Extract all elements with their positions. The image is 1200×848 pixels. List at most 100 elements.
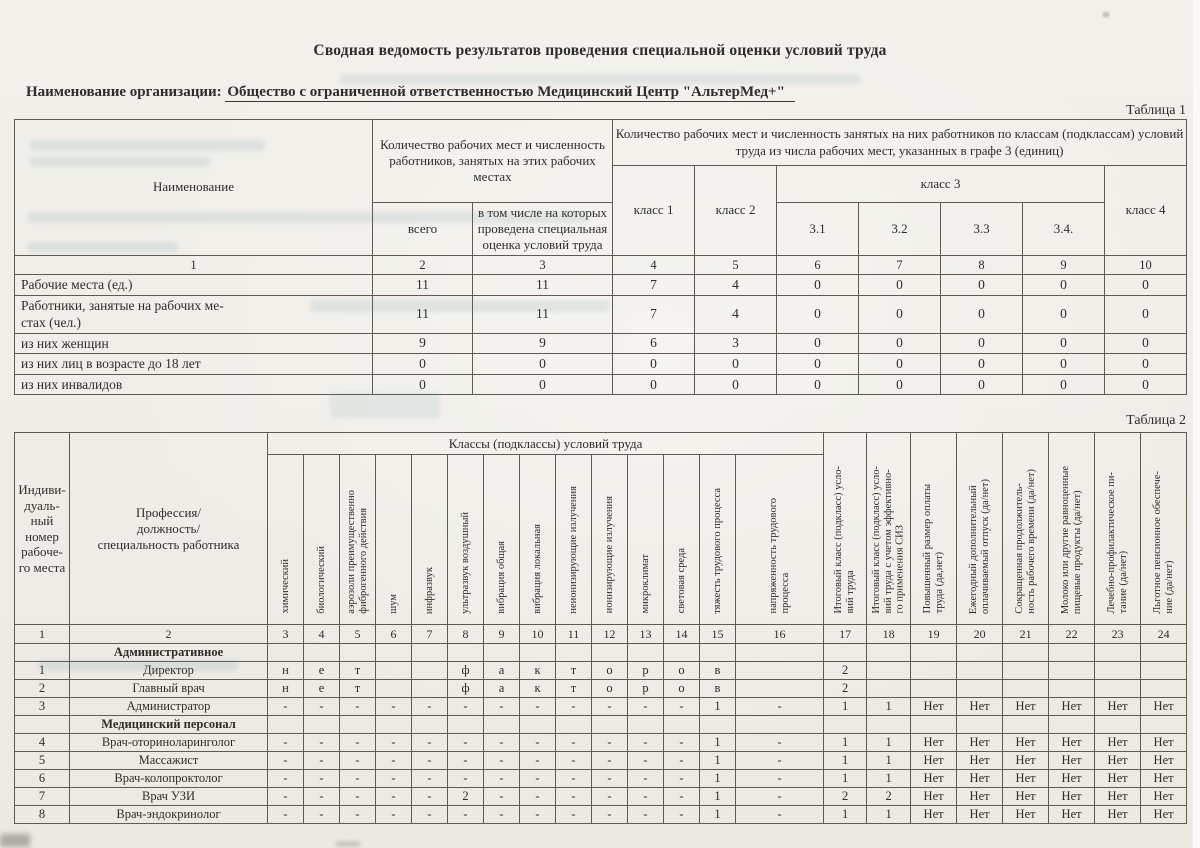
value-cell: 0 [1022, 332, 1106, 355]
factor-header-cell: неионизирующие излучения [555, 454, 592, 626]
value-cell: 1 [699, 697, 736, 717]
result-column-header-label: Молоко или другие равноценные пищевые пр… [1059, 465, 1083, 614]
value-cell [956, 661, 1004, 681]
value-cell: 9 [471, 332, 614, 355]
value-cell: - [734, 787, 825, 807]
column-number-cell: 8 [447, 624, 484, 645]
organization-label: Наименование организации: [26, 84, 222, 100]
factor-header-label: химический [279, 559, 291, 614]
value-cell: - [267, 697, 304, 717]
value-cell: 1 [866, 733, 912, 753]
value-cell: - [375, 769, 412, 789]
column-number-cell: 3 [267, 624, 304, 645]
value-cell: - [267, 733, 304, 753]
bleed-through-artifact [340, 74, 860, 84]
factor-header-cell: тяжесть трудового процесса [699, 454, 736, 626]
cell [339, 715, 376, 735]
workplace-number-cell: 6 [14, 769, 70, 789]
value-cell [866, 661, 912, 681]
value-cell: - [627, 805, 664, 825]
value-cell: Нет [1048, 733, 1096, 753]
column-number-cell: 9 [1022, 255, 1106, 275]
cell [1048, 643, 1096, 663]
workplace-row: 5 Массажист - - - - - - - - - - - -1-1 1 Нет Нет Нет Нет Не… [14, 751, 1188, 771]
value-cell: - [339, 751, 376, 771]
value-cell: 0 [858, 332, 942, 355]
value-cell [1094, 661, 1142, 681]
value-cell: - [267, 769, 304, 789]
value-cell: 2 [823, 679, 868, 699]
value-cell: - [663, 751, 700, 771]
value-cell: Нет [1002, 751, 1050, 771]
value-cell: - [375, 697, 412, 717]
t1-header-group-places: Количество рабочих мест и численность ра… [371, 119, 614, 203]
value-cell: - [627, 751, 664, 771]
value-cell: 1 [823, 769, 868, 789]
value-cell: - [663, 787, 700, 807]
value-cell: - [411, 733, 448, 753]
value-cell: 0 [858, 353, 942, 375]
result-column-header-cell: Лечебно-профилактическое пи- тание (да/н… [1094, 432, 1142, 626]
value-cell: - [555, 733, 592, 753]
factor-header-cell: биологический [303, 454, 340, 626]
value-cell: 11 [471, 274, 614, 296]
cell [339, 643, 376, 663]
profession-cell: Врач-оториноларинголог [69, 733, 268, 753]
value-cell: 1 [823, 751, 868, 771]
workplace-number-cell: 1 [14, 661, 70, 681]
cell [1048, 715, 1096, 735]
value-cell: н [267, 661, 304, 681]
value-cell: - [447, 769, 484, 789]
result-column-header-label: Льготное пенсионное обеспече- ние (да/не… [1151, 470, 1175, 614]
value-cell: 0 [1104, 332, 1188, 355]
value-cell [956, 679, 1004, 699]
value-cell: 2 [823, 661, 868, 681]
value-cell: - [339, 697, 376, 717]
t1-header-name: Наименование [14, 119, 373, 256]
result-column-header-label: Лечебно-профилактическое пи- тание (да/н… [1105, 472, 1129, 614]
value-cell: 0 [612, 353, 696, 375]
value-cell: 0 [776, 332, 860, 355]
value-cell: - [303, 733, 340, 753]
factor-header-label: микроклимат [639, 554, 651, 614]
cell [375, 715, 412, 735]
column-number-cell: 24 [1140, 624, 1188, 645]
workplace-number-cell: 2 [14, 679, 70, 699]
t2-header-classes-group: Классы (подклассы) условий труда [266, 432, 825, 456]
value-cell: 0 [1104, 274, 1188, 296]
cell [303, 715, 340, 735]
value-cell: 0 [1022, 294, 1106, 334]
value-cell [1048, 679, 1096, 699]
value-cell [734, 679, 825, 699]
cell [483, 643, 520, 663]
value-cell: - [483, 751, 520, 771]
factor-header-label: неионизирующие излучения [567, 486, 579, 614]
result-column-header-cell: Итоговый класс (подкласс) усло- вий труд… [823, 432, 868, 626]
cell [14, 715, 70, 735]
value-cell: - [555, 769, 592, 789]
cell [699, 715, 736, 735]
value-cell: ф [447, 661, 484, 681]
value-cell: 0 [776, 373, 860, 396]
result-column-header-cell: Сокращенная продолжитель- ность рабочего… [1002, 432, 1050, 626]
value-cell: 6 [612, 332, 696, 355]
column-number-cell: 6 [375, 624, 412, 645]
t2-header-row-1: Индиви- дуаль- ный номер рабоче- го мест… [14, 432, 1188, 626]
value-cell: а [483, 679, 520, 699]
result-column-header-cell: Льготное пенсионное обеспече- ние (да/не… [1140, 432, 1188, 626]
factor-header-cell: вибрация локальная [519, 454, 556, 626]
value-cell: - [483, 697, 520, 717]
table1-row: из них инвалидов 0 0 0 0 0 0 0 0 0 [14, 373, 1188, 396]
value-cell: 7 [612, 274, 696, 296]
value-cell: Нет [1140, 733, 1188, 753]
factor-header-cell: инфразвук [411, 454, 448, 626]
t1-header-row-2: класс 1 класс 2 класс 3 класс 4 [15, 165, 1188, 256]
value-cell [1002, 661, 1050, 681]
value-cell [411, 679, 448, 699]
value-cell [734, 661, 825, 681]
cell [591, 643, 628, 663]
column-number-cell: 10 [1104, 255, 1188, 275]
profession-cell: Врач-колопроктолог [69, 769, 268, 789]
value-cell: - [663, 769, 700, 789]
table1-row: из них лиц в возрасте до 18 лет 0 0 0 0 0 0 0 0 0 [14, 353, 1188, 375]
